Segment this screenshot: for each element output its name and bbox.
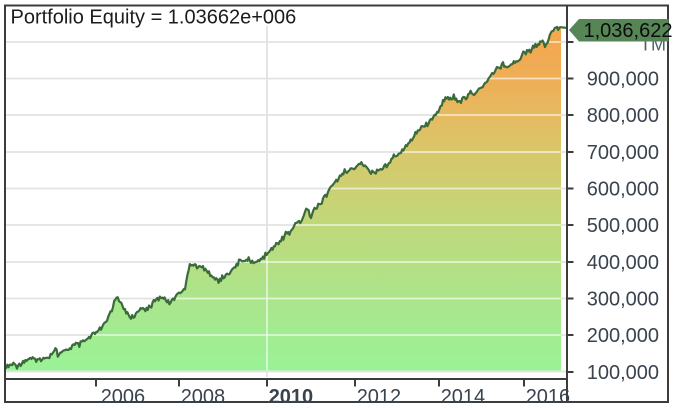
svg-text:700,000: 700,000 [587, 142, 659, 164]
svg-text:500,000: 500,000 [587, 215, 659, 237]
svg-text:200,000: 200,000 [587, 325, 659, 347]
svg-text:900,000: 900,000 [587, 69, 659, 91]
svg-text:800,000: 800,000 [587, 105, 659, 127]
svg-text:1,036,622: 1,036,622 [584, 20, 673, 42]
svg-text:400,000: 400,000 [587, 252, 659, 274]
svg-text:2012: 2012 [357, 386, 402, 408]
svg-text:300,000: 300,000 [587, 289, 659, 311]
svg-text:2014: 2014 [441, 386, 486, 408]
svg-text:600,000: 600,000 [587, 179, 659, 201]
svg-text:Portfolio Equity = 1.03662e+00: Portfolio Equity = 1.03662e+006 [11, 7, 297, 29]
svg-text:100,000: 100,000 [587, 362, 659, 384]
svg-text:2006: 2006 [101, 386, 146, 408]
svg-text:2010: 2010 [269, 386, 314, 408]
svg-text:2008: 2008 [181, 386, 226, 408]
svg-text:2016: 2016 [526, 386, 571, 408]
